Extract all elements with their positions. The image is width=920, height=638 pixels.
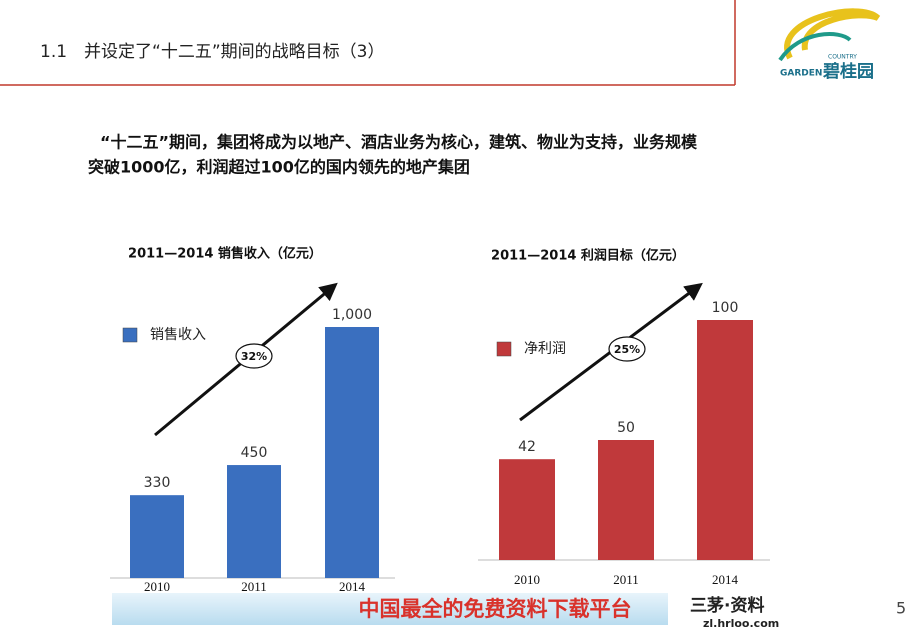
x-tick-label: 2010 (514, 572, 540, 587)
bar (499, 459, 555, 560)
x-tick-label: 2011 (241, 579, 267, 594)
data-label: 42 (518, 439, 536, 455)
logo-left: GARDEN (780, 69, 822, 79)
x-tick-label: 2014 (339, 579, 366, 594)
x-tick-label: 2011 (613, 572, 639, 587)
x-tick-label: 2010 (144, 579, 170, 594)
growth-rate: 25% (614, 343, 640, 356)
data-label: 50 (617, 420, 635, 436)
bar (325, 327, 379, 578)
legend-label: 销售收入 (150, 327, 206, 343)
bar (697, 320, 753, 560)
bar (598, 440, 654, 560)
legend-swatch (122, 327, 138, 343)
growth-rate: 32% (241, 350, 267, 363)
headline: 突破1000亿，利润超过100亿的国内领先的地产集团 (88, 158, 470, 177)
bar (227, 465, 281, 578)
logo-right: 碧桂园 (822, 61, 874, 82)
logo-swoosh (784, 8, 881, 60)
footer-brand: 三茅·资料 (690, 595, 764, 616)
data-label: 330 (144, 475, 171, 491)
footer-url: zl.hrloo.com (703, 617, 779, 630)
growth-badge (235, 343, 273, 369)
data-label: 100 (712, 300, 739, 316)
page-number: 5 (896, 599, 906, 618)
logo-top: COUNTRY (828, 54, 857, 61)
headline: “十二五”期间，集团将成为以地产、酒店业务为核心，建筑、物业为支持，业务规模 (100, 133, 698, 152)
banner-text: 中国最全的免费资料下载平台 (359, 597, 632, 621)
data-label: 450 (241, 445, 268, 461)
footer-banner (112, 593, 668, 625)
chart-title: 2011—2014 利润目标（亿元） (491, 248, 685, 264)
x-tick-label: 2014 (712, 572, 739, 587)
header-title: 1.1 并设定了“十二五”期间的战略目标（3） (40, 42, 384, 62)
legend-label: 净利润 (524, 341, 566, 357)
legend-swatch (496, 341, 512, 357)
logo-swoosh-2 (778, 32, 852, 62)
chart-title: 2011—2014 销售收入（亿元） (128, 246, 322, 262)
bar (130, 495, 184, 578)
data-label: 1,000 (332, 307, 372, 323)
growth-badge (608, 336, 646, 362)
